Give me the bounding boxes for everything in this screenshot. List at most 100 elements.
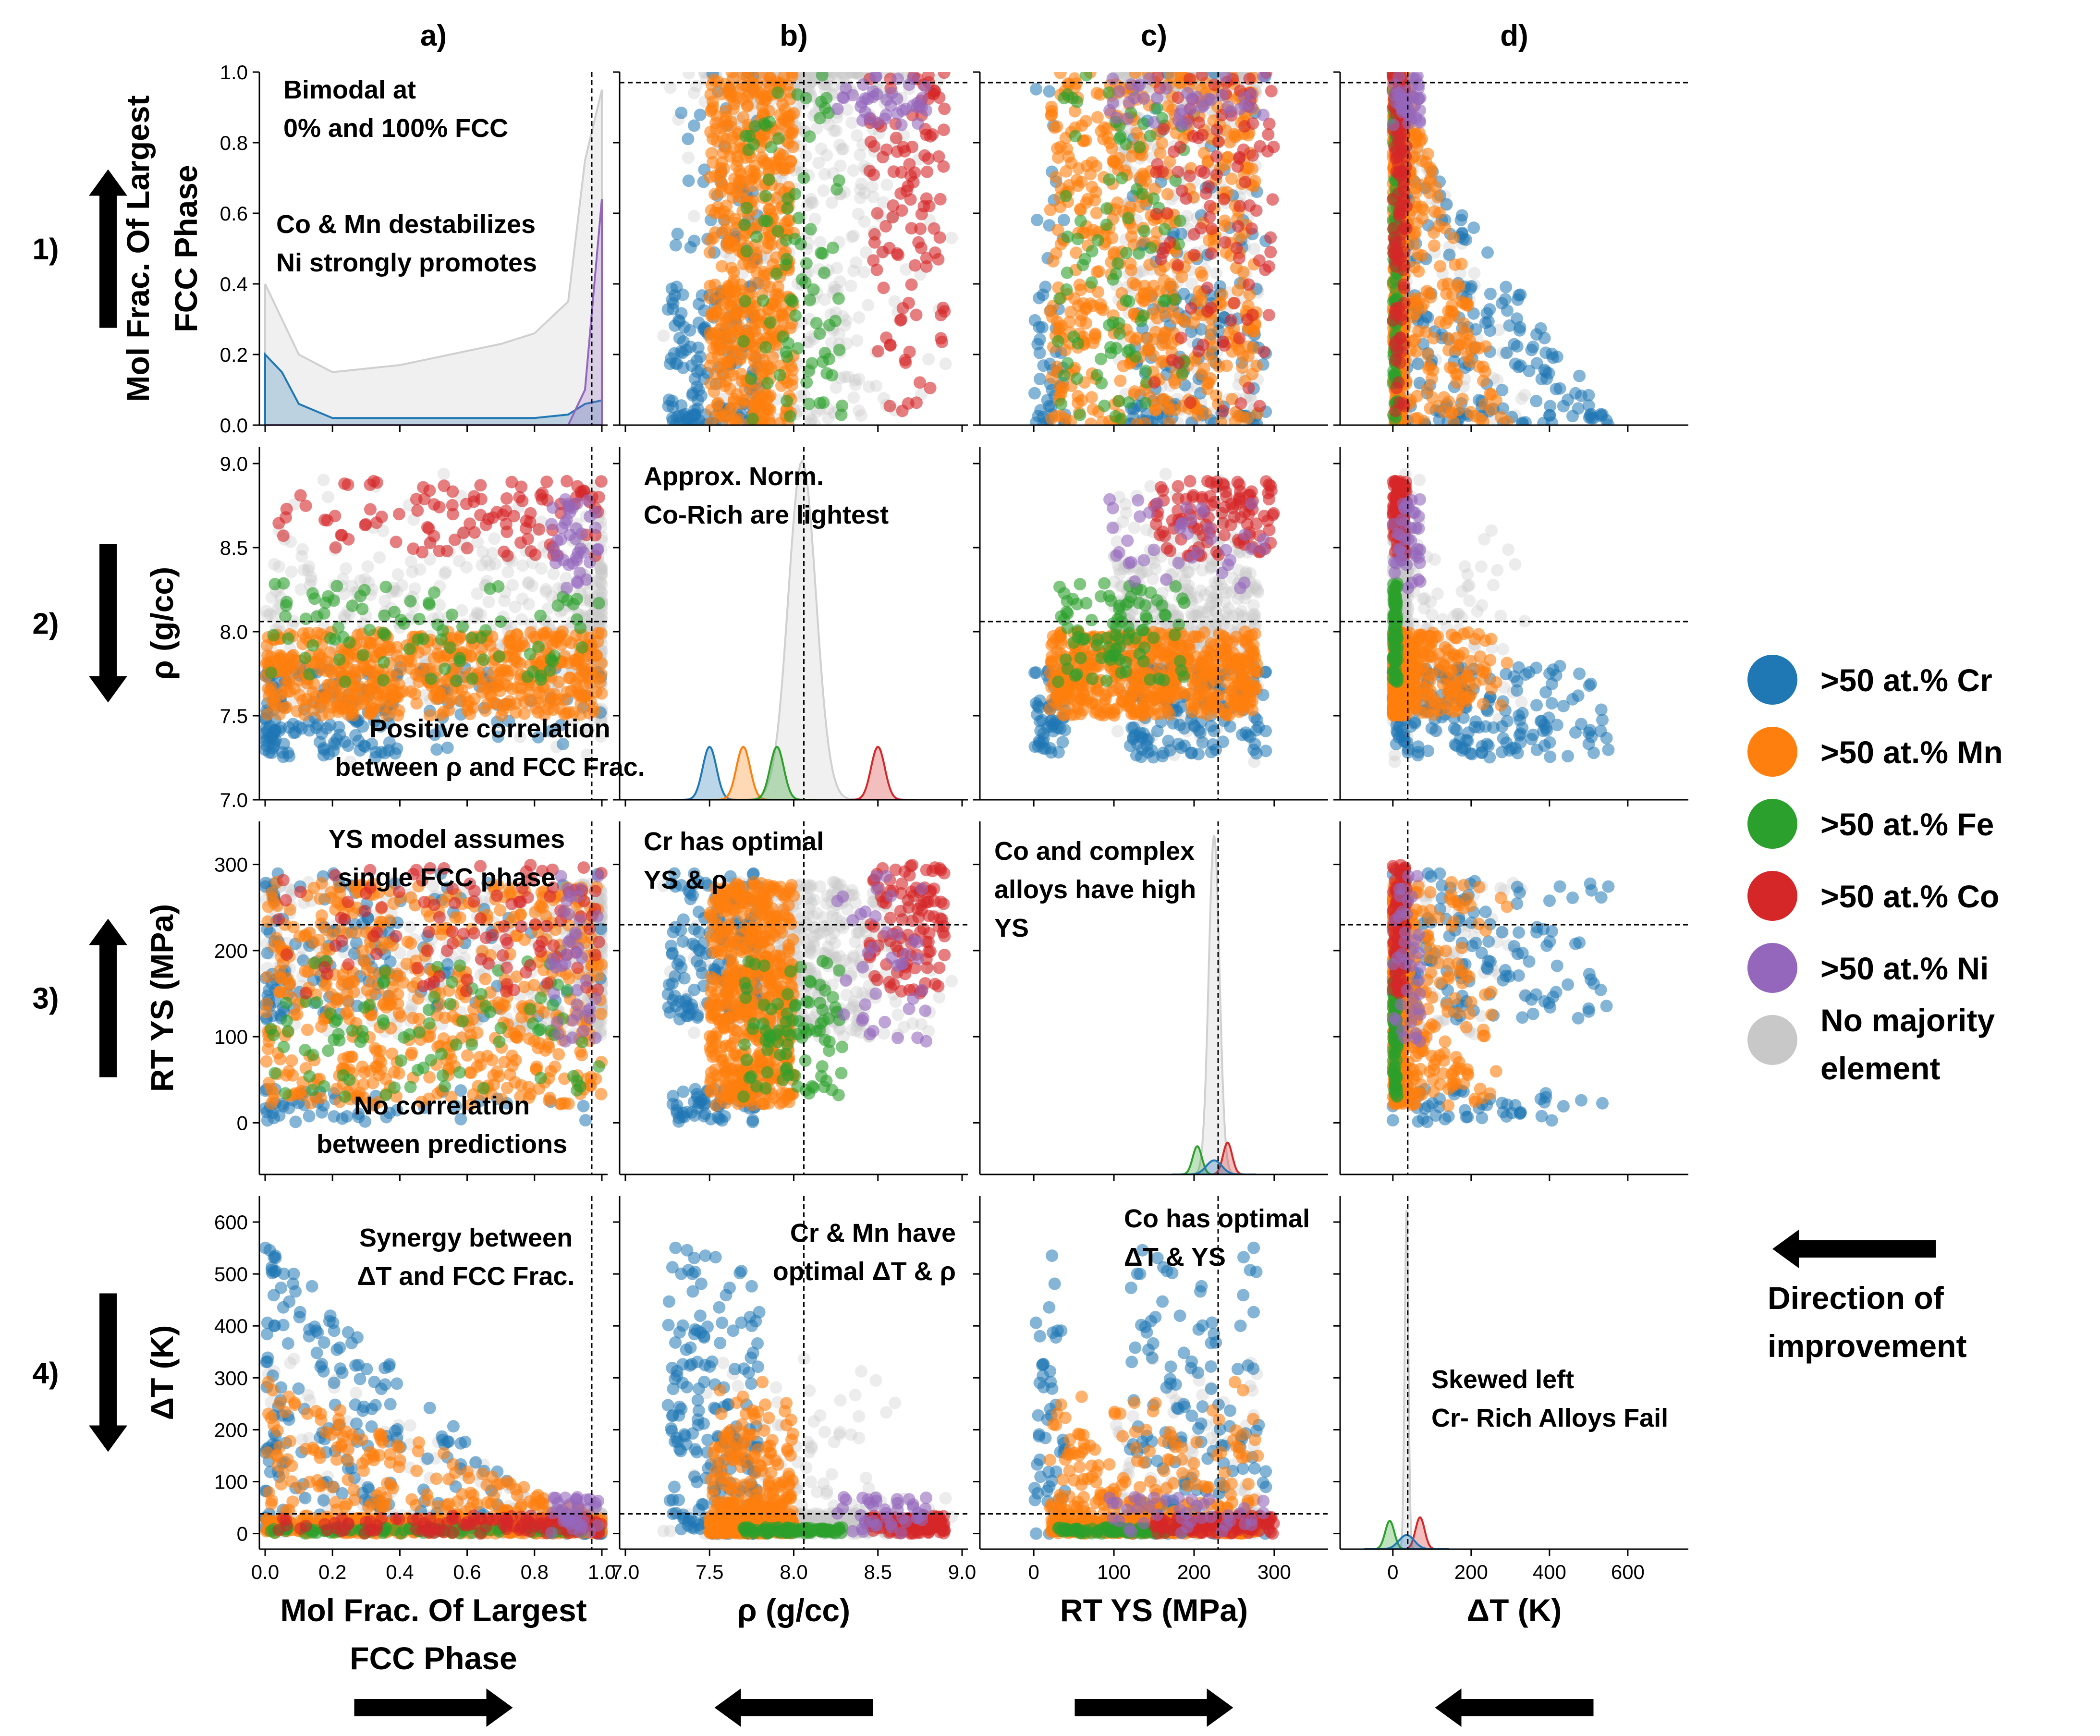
point-cr xyxy=(661,303,674,316)
point-mn xyxy=(1090,207,1103,220)
point-none xyxy=(830,124,842,137)
point-fe xyxy=(799,276,812,289)
point-none xyxy=(418,689,431,702)
point-none xyxy=(486,547,499,560)
point-mn xyxy=(1205,323,1217,336)
point-fe xyxy=(762,173,775,186)
point-none xyxy=(814,236,827,249)
point-cr xyxy=(1484,324,1497,337)
point-ni xyxy=(916,92,928,105)
point-fe xyxy=(1176,367,1189,380)
point-cr xyxy=(544,725,557,738)
point-co xyxy=(1389,354,1402,367)
point-mn xyxy=(1059,413,1072,425)
point-mn xyxy=(1129,279,1142,291)
point-fe xyxy=(816,72,829,82)
point-co xyxy=(894,187,907,200)
point-fe xyxy=(1067,330,1080,343)
point-none xyxy=(476,559,488,572)
point-fe xyxy=(1147,192,1160,205)
point-none xyxy=(265,591,278,604)
point-mn xyxy=(781,214,794,227)
point-cr xyxy=(1057,214,1070,227)
point-mn xyxy=(707,73,720,86)
point-none xyxy=(295,550,308,563)
point-mn xyxy=(762,304,775,317)
point-none xyxy=(862,299,875,312)
point-none xyxy=(845,116,858,129)
point-cr xyxy=(669,239,682,252)
point-none xyxy=(827,72,840,79)
point-none xyxy=(855,177,868,190)
point-fe xyxy=(738,218,751,231)
point-co xyxy=(1166,354,1179,367)
point-co xyxy=(891,145,903,158)
point-none xyxy=(827,124,840,137)
point-fe xyxy=(781,350,794,363)
point-cr xyxy=(1178,379,1191,391)
point-co xyxy=(1393,149,1405,162)
point-none xyxy=(834,159,847,172)
point-mn xyxy=(1156,137,1169,150)
point-fe xyxy=(1091,234,1104,247)
point-fe xyxy=(1074,408,1087,421)
point-cr xyxy=(1573,369,1586,382)
point-fe xyxy=(820,92,833,105)
point-co xyxy=(1239,176,1252,189)
point-none xyxy=(939,357,952,370)
point-none xyxy=(488,532,501,545)
point-none xyxy=(945,232,958,245)
point-none xyxy=(664,81,677,94)
point-fe xyxy=(1144,130,1157,143)
point-none xyxy=(840,314,853,327)
point-none xyxy=(866,180,879,193)
point-cr xyxy=(1481,246,1494,259)
point-ni xyxy=(1392,72,1405,83)
point-mn xyxy=(1428,226,1441,239)
point-mn xyxy=(1052,322,1065,335)
point-co xyxy=(1224,314,1237,327)
point-none xyxy=(845,72,858,79)
point-cr xyxy=(1496,384,1509,397)
point-mn xyxy=(1243,288,1256,301)
point-co xyxy=(1172,165,1184,178)
point-mn xyxy=(1107,156,1120,169)
point-none xyxy=(596,561,608,574)
point-co xyxy=(1231,160,1244,173)
point-fe xyxy=(773,368,786,381)
point-ni xyxy=(1132,80,1145,93)
point-fe xyxy=(1061,357,1074,370)
point-none xyxy=(850,72,863,79)
point-mn xyxy=(1421,348,1434,361)
point-none xyxy=(592,616,605,629)
point-none xyxy=(844,72,857,78)
point-mn xyxy=(1197,362,1210,375)
point-cr xyxy=(1530,394,1543,407)
point-none xyxy=(822,118,835,131)
point-fe xyxy=(1061,230,1074,243)
point-co xyxy=(1205,247,1218,260)
point-co xyxy=(907,176,920,189)
point-mn xyxy=(784,127,797,140)
point-mn xyxy=(1409,299,1422,312)
point-none xyxy=(848,72,861,80)
point-none xyxy=(345,580,358,593)
point-fe xyxy=(759,190,772,203)
point-mn xyxy=(1410,186,1423,198)
point-fe xyxy=(761,377,774,390)
point-cr xyxy=(1031,338,1044,351)
point-ni xyxy=(907,72,919,85)
point-none xyxy=(395,579,408,592)
point-fe xyxy=(1120,294,1133,307)
point-mn xyxy=(711,398,724,411)
point-none xyxy=(858,215,871,228)
point-ni xyxy=(1175,119,1188,131)
point-none xyxy=(808,212,821,225)
point-none xyxy=(596,568,608,581)
point-mn xyxy=(1426,391,1439,403)
point-mn xyxy=(1098,121,1111,134)
point-mn xyxy=(1163,155,1176,168)
point-co xyxy=(928,85,941,98)
point-co xyxy=(1154,253,1167,266)
